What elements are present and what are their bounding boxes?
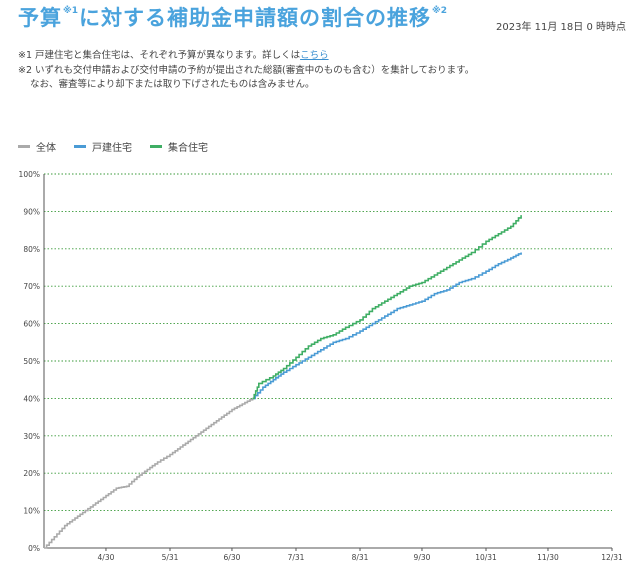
x-tick-label: 4/30 bbox=[98, 553, 115, 562]
x-tick-label: 11/30 bbox=[537, 553, 559, 562]
series-line-overall bbox=[44, 398, 254, 549]
x-tick-label: 8/31 bbox=[352, 553, 369, 562]
legend-swatch-overall bbox=[18, 145, 30, 148]
chart-legend: 全体 戸建住宅 集合住宅 bbox=[18, 139, 208, 154]
notes: ※1 戸建住宅と集合住宅は、それぞれ予算が異なります。詳しくはこちら ※2 いず… bbox=[18, 49, 474, 93]
legend-label-multi: 集合住宅 bbox=[168, 143, 208, 154]
y-tick-label: 50% bbox=[23, 357, 40, 366]
x-tick-label: 6/30 bbox=[224, 553, 241, 562]
x-tick-label: 7/31 bbox=[288, 553, 305, 562]
series-line-multi bbox=[252, 215, 522, 400]
title-part2: に対する補助金申請額の割合の推移 bbox=[79, 6, 432, 30]
legend-label-overall: 全体 bbox=[36, 143, 56, 154]
y-tick-label: 90% bbox=[23, 207, 40, 216]
legend-label-detached: 戸建住宅 bbox=[92, 143, 132, 154]
note-1-text: ※1 戸建住宅と集合住宅は、それぞれ予算が異なります。詳しくは bbox=[18, 50, 301, 61]
note-3: なお、審査等により却下または取り下げされたものは含みません。 bbox=[30, 79, 315, 90]
series-line-detached bbox=[252, 252, 522, 400]
y-tick-label: 0% bbox=[28, 544, 40, 553]
y-tick-label: 40% bbox=[23, 394, 40, 403]
legend-item-overall[interactable]: 全体 bbox=[18, 139, 56, 154]
title-footnote-marker-1: ※1 bbox=[63, 6, 79, 16]
y-tick-label: 100% bbox=[19, 170, 40, 179]
legend-swatch-multi bbox=[150, 145, 162, 148]
legend-item-multi[interactable]: 集合住宅 bbox=[150, 139, 208, 154]
y-tick-label: 30% bbox=[23, 432, 40, 441]
y-tick-label: 60% bbox=[23, 320, 40, 329]
timestamp: 2023年 11月 18日 0 時時点 bbox=[496, 22, 626, 33]
title-footnote-marker-2: ※2 bbox=[432, 6, 448, 16]
note-2: ※2 いずれも交付申請および交付申請の予約が提出された総額(審査中のものも含む）… bbox=[18, 64, 475, 76]
legend-item-detached[interactable]: 戸建住宅 bbox=[74, 139, 132, 154]
budget-details-link[interactable]: こちら bbox=[300, 50, 329, 61]
page-title: 予算※1に対する補助金申請額の割合の推移※2 bbox=[18, 2, 448, 32]
x-tick-label: 5/31 bbox=[162, 553, 179, 562]
title-part1: 予算 bbox=[18, 6, 62, 30]
y-tick-label: 20% bbox=[23, 469, 40, 478]
x-tick-label: 10/31 bbox=[475, 553, 497, 562]
x-tick-label: 12/31 bbox=[601, 553, 623, 562]
y-tick-label: 70% bbox=[23, 282, 40, 291]
x-tick-label: 9/30 bbox=[414, 553, 431, 562]
note-1: ※1 戸建住宅と集合住宅は、それぞれ予算が異なります。詳しくはこちら bbox=[18, 49, 474, 64]
y-tick-label: 80% bbox=[23, 245, 40, 254]
legend-swatch-detached bbox=[74, 145, 86, 148]
y-tick-label: 10% bbox=[23, 507, 40, 516]
